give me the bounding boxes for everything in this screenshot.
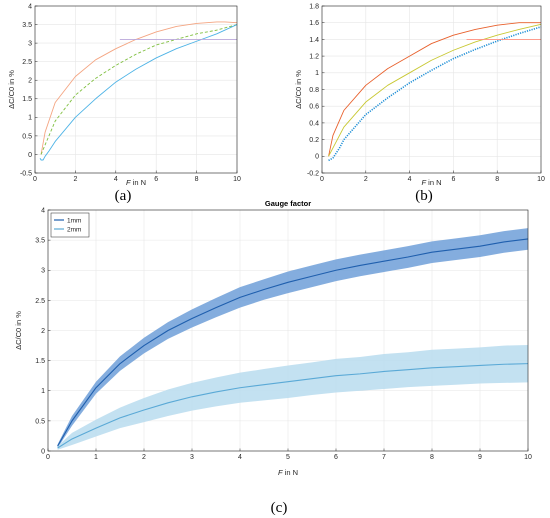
y-tick-label: 0 <box>315 154 319 161</box>
series-line-2 <box>39 24 238 161</box>
panel-label: (a) <box>115 188 132 204</box>
x-tick-label: 2 <box>73 176 77 183</box>
series-line-1mm <box>57 238 529 447</box>
y-tick-label: 4 <box>41 207 45 214</box>
panel-label: (b) <box>415 188 433 204</box>
panel-label: (c) <box>271 500 288 516</box>
x-tick-label: 0 <box>33 176 37 183</box>
axes-box <box>34 5 238 174</box>
x-tick-label: 4 <box>408 176 412 183</box>
y-tick-label: 1.2 <box>309 54 319 61</box>
y-tick-label: 2 <box>28 78 32 85</box>
y-tick-label: 0.6 <box>309 104 319 111</box>
y-tick-label: 1.5 <box>35 358 45 365</box>
x-tick-label: 2 <box>142 454 146 461</box>
chart-panel-b: 0 2 4 6 8 10-0.200.20.40.60.811.21.41.61.8F i… <box>294 3 545 204</box>
y-tick-label: -0.2 <box>307 170 319 177</box>
x-tick-label: 6 <box>451 176 455 183</box>
x-tick-label: 3 <box>190 454 194 461</box>
y-tick-label: 3 <box>41 268 45 275</box>
series-band-1mm <box>57 228 528 448</box>
y-tick-label: 1 <box>41 388 45 395</box>
y-tick-label: 2.5 <box>35 298 45 305</box>
chart-panel-c: 0 1 2 3 4 5 6 7 8 9 10 0 0.5 1 1.5 2 2.5 3 3.5 4 F in N ΔC/C0… <box>14 199 532 516</box>
x-tick-label: 10 <box>524 454 532 461</box>
chart-title: Gauge factor <box>265 199 311 208</box>
x-tick-label: 9 <box>478 454 482 461</box>
y-tick-label: 1 <box>315 70 319 77</box>
x-tick-label: 6 <box>334 454 338 461</box>
y-tick-label: 1.8 <box>309 3 319 10</box>
x-tick-label: 4 <box>238 454 242 461</box>
x-tick-label: 10 <box>537 176 545 183</box>
x-tick-label: 8 <box>430 454 434 461</box>
plot-area <box>35 6 237 173</box>
y-axis-label: ΔC/C0 in % <box>14 311 23 350</box>
y-tick-label: 1 <box>28 115 32 122</box>
legend-label-2mm: 2mm <box>67 226 81 233</box>
y-axis-label: ΔC/C0 in % <box>294 70 303 109</box>
y-tick-label: 2.5 <box>22 59 32 66</box>
x-axis-label: F in N <box>278 468 298 477</box>
legend-box <box>50 212 90 238</box>
x-axis-label: F in N <box>421 178 441 187</box>
y-tick-label: 1.6 <box>309 20 319 27</box>
x-tick-label: 6 <box>154 176 158 183</box>
x-tick-label: 8 <box>495 176 499 183</box>
x-tick-label: 8 <box>195 176 199 183</box>
y-axis-label: ΔC/C0 in % <box>7 70 16 109</box>
y-tick-label: 0.8 <box>309 87 319 94</box>
y-tick-label: 3.5 <box>22 22 32 29</box>
y-tick-label: 0.5 <box>22 133 32 140</box>
series-line-1 <box>40 24 238 155</box>
x-tick-label: 0 <box>320 176 324 183</box>
y-tick-label: 0 <box>28 152 32 159</box>
legend-label-1mm: 1mm <box>67 217 81 224</box>
series-line-2mm <box>57 363 529 449</box>
y-tick-label: 0.4 <box>309 120 319 127</box>
y-tick-label: 1.4 <box>309 37 319 44</box>
y-tick-label: -0.5 <box>20 170 32 177</box>
x-tick-label: 5 <box>286 454 290 461</box>
series-line-2 <box>328 26 542 162</box>
series-line-0 <box>328 22 541 157</box>
y-tick-label: 0.2 <box>309 137 319 144</box>
series-line-1 <box>328 23 542 157</box>
x-axis-label: F in N <box>126 178 146 187</box>
y-tick-label: 4 <box>28 3 32 10</box>
y-tick-label: 1.5 <box>22 96 32 103</box>
series-band-2mm <box>57 344 528 450</box>
x-tick-label: 2 <box>364 176 368 183</box>
y-tick-label: 3 <box>28 41 32 48</box>
y-tick-label: 0 <box>41 448 45 455</box>
y-tick-label: 2 <box>41 328 45 335</box>
x-tick-label: 4 <box>114 176 118 183</box>
x-tick-label: 7 <box>382 454 386 461</box>
x-tick-label: 1 <box>94 454 98 461</box>
chart-panel-a: 0 2 4 6 8 10-0.500.511.522.533.54F in NΔC/C0 … <box>7 3 241 204</box>
y-tick-label: 0.5 <box>35 418 45 425</box>
x-tick-label: 10 <box>233 176 241 183</box>
y-tick-label: 3.5 <box>35 238 45 245</box>
x-tick-label: 0 <box>46 454 50 461</box>
